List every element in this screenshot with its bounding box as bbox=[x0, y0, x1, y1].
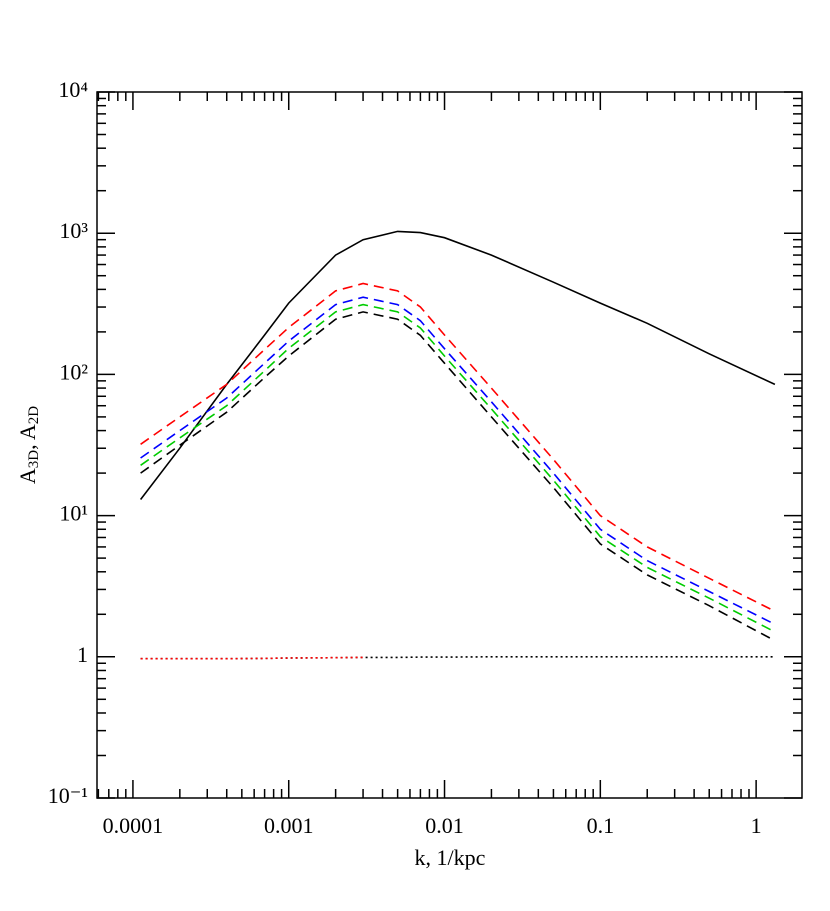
y-tick-label: 10¹ bbox=[59, 501, 88, 526]
y-tick-label: 10⁴ bbox=[58, 77, 88, 102]
series-line bbox=[140, 296, 776, 626]
series-line bbox=[139, 230, 776, 500]
y-tick-label: 10² bbox=[59, 359, 88, 384]
y-tick-label: 10⁻¹ bbox=[48, 783, 88, 808]
y-label-sub: 3D bbox=[26, 450, 42, 469]
plot-frame bbox=[96, 91, 803, 799]
x-tick-label: 0.01 bbox=[425, 813, 464, 838]
x-tick-label: 1 bbox=[751, 813, 762, 838]
y-axis-label: A3D, A2D bbox=[15, 406, 42, 484]
y-label-part: A bbox=[15, 468, 40, 484]
x-tick-label: 0.0001 bbox=[103, 813, 164, 838]
x-tick-label: 0.001 bbox=[264, 813, 314, 838]
x-tick-label: 0.1 bbox=[587, 813, 615, 838]
y-label-sub: 2D bbox=[26, 406, 42, 425]
series-line bbox=[140, 303, 776, 633]
series-line bbox=[140, 656, 364, 660]
y-tick-label: 10³ bbox=[59, 218, 88, 243]
x-axis-label: k, 1/kpc bbox=[415, 845, 486, 870]
series-line bbox=[140, 282, 776, 613]
y-label-part: , A bbox=[15, 424, 40, 450]
y-tick-label: 1 bbox=[77, 642, 88, 667]
series-line bbox=[140, 311, 776, 642]
